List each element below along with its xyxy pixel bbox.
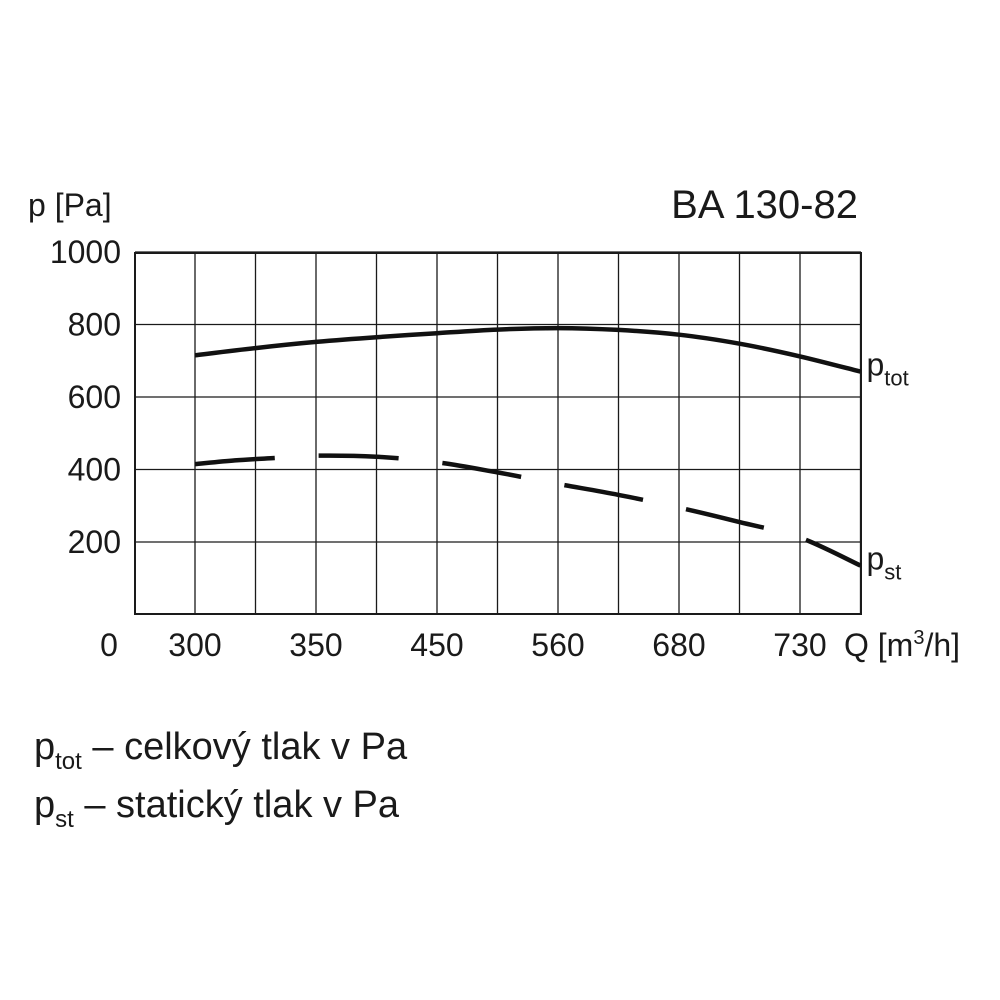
x-tick-labels: 300 350 450 560 680 730 (168, 627, 826, 663)
origin-label: 0 (100, 627, 118, 663)
x-axis-label-prefix: Q [m (844, 627, 913, 663)
x-tick-label: 350 (289, 627, 342, 663)
y-tick-label: 400 (68, 452, 121, 488)
legend-text: – statický tlak v Pa (73, 784, 400, 826)
series-label-sub: tot (884, 366, 908, 391)
legend-subscript: st (55, 806, 74, 833)
x-tick-label: 560 (531, 627, 584, 663)
legend-text: – celkový tlak v Pa (81, 726, 408, 768)
series-label-sub: st (884, 560, 901, 585)
y-tick-labels: 200 400 600 800 1000 (50, 234, 121, 560)
series-label-main: p (867, 541, 885, 577)
x-tick-label: 450 (410, 627, 463, 663)
grid (135, 251, 862, 614)
x-tick-label: 680 (652, 627, 705, 663)
series-label-st: pst (867, 541, 902, 585)
legend-item-pst: pst – statický tlak v Pa (34, 784, 400, 832)
y-tick-label: 1000 (50, 234, 121, 270)
legend-item-ptot: ptot – celkový tlak v Pa (34, 726, 408, 774)
series-line-st (194, 453, 862, 568)
x-axis-label-suffix: /h] (924, 627, 960, 663)
chart-title: BA 130-82 (671, 183, 858, 227)
x-axis-label: Q [m3/h] (844, 627, 960, 663)
y-tick-label: 600 (68, 379, 121, 415)
legend-symbol: p (34, 726, 56, 768)
series-label-main: p (867, 347, 885, 383)
legend-subscript: tot (55, 748, 82, 775)
series-label-tot: ptot (867, 347, 909, 391)
y-axis-label: p [Pa] (28, 187, 112, 223)
x-tick-label: 730 (773, 627, 826, 663)
y-tick-label: 200 (68, 524, 121, 560)
series-lines (194, 325, 862, 568)
x-tick-label: 300 (168, 627, 221, 663)
series-line-tot (194, 325, 862, 374)
legend-symbol: p (34, 784, 56, 826)
y-tick-label: 800 (68, 307, 121, 343)
plot-frame (134, 252, 862, 615)
x-axis-label-sup: 3 (913, 627, 924, 649)
